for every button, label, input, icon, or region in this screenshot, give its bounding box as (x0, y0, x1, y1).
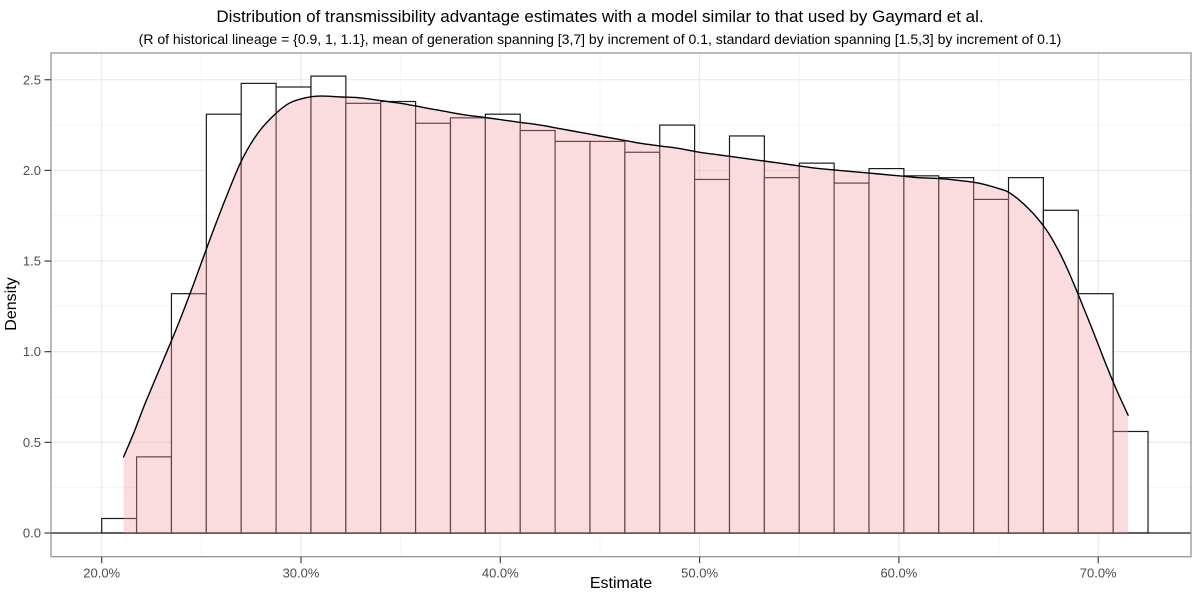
x-tick-label: 20.0% (83, 566, 120, 581)
x-tick-label: 50.0% (681, 566, 718, 581)
histogram-bar (833, 182, 870, 534)
chart-subtitle: (R of historical lineage = {0.9, 1, 1.1}… (138, 31, 1062, 47)
x-tick-label: 40.0% (482, 566, 519, 581)
histogram-bar (554, 140, 591, 534)
histogram-bar (310, 75, 347, 534)
y-tick-label: 2.0 (23, 163, 41, 178)
density-area (123, 96, 1129, 533)
histogram-bar (345, 102, 382, 534)
histogram-bar (414, 122, 452, 534)
histogram-bar (240, 82, 277, 534)
density-curve (122, 95, 1129, 458)
panel-border (50, 52, 1192, 558)
histogram-bar (938, 177, 975, 534)
x-tick-label: 70.0% (1080, 566, 1117, 581)
x-axis-title: Estimate (589, 575, 653, 592)
y-tick-label: 1.5 (23, 254, 41, 269)
histogram-bar (135, 456, 173, 534)
histogram-bar (694, 178, 731, 534)
y-tick-label: 0.0 (23, 526, 41, 541)
histogram-bar (380, 100, 417, 534)
histogram-bar (624, 151, 661, 534)
histogram-bar (1112, 430, 1149, 534)
histogram-bar (903, 175, 940, 534)
histogram-bar (589, 140, 626, 534)
y-tick-label: 1.0 (23, 344, 41, 359)
y-tick-label: 2.5 (23, 72, 41, 87)
y-tick-label: 0.5 (23, 435, 41, 450)
histogram-bar (763, 177, 800, 534)
y-axis-title: Density (3, 277, 20, 331)
chart-title: Distribution of transmissibility advanta… (216, 7, 984, 26)
x-tick-label: 60.0% (880, 566, 917, 581)
x-tick-label: 30.0% (283, 566, 320, 581)
